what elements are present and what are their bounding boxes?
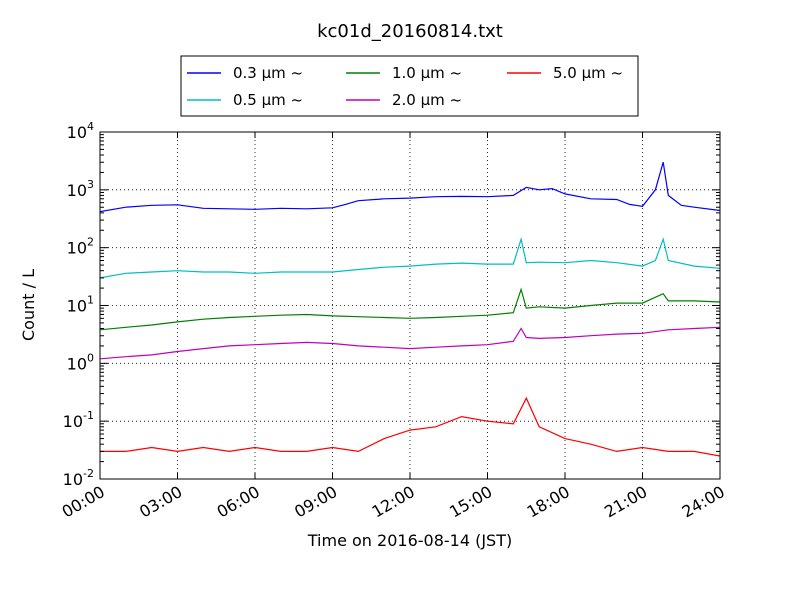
grid: [100, 132, 720, 479]
y-tick-label: 102: [67, 236, 94, 258]
legend: 0.3 μm ~ 0.5 μm ~ 1.0 μm ~ 2.0 μm ~ 5.0 μm ~: [180, 55, 639, 117]
legend-label-2: 1.0 μm ~: [392, 64, 462, 82]
y-tick-label: 10-2: [63, 467, 94, 489]
x-tick-label: 18:00: [524, 482, 573, 522]
x-tick-label: 06:00: [214, 482, 263, 522]
x-tick-label: 21:00: [601, 482, 650, 522]
ticks: 00:00 03:00 06:00 09:00 12:00 15:00 18:00 21:00…: [59, 120, 728, 522]
series-line-1: [100, 236, 720, 279]
y-tick-label: 103: [67, 178, 94, 200]
x-axis-label: Time on 2016-08-14 (JST): [307, 531, 512, 550]
x-tick-label: 24:00: [679, 482, 728, 522]
x-tick-label: 15:00: [446, 482, 495, 522]
series-layer: [100, 162, 720, 457]
x-tick-label: 03:00: [136, 482, 185, 522]
x-tick-label: 09:00: [291, 482, 340, 522]
series-line-4: [100, 396, 720, 457]
y-tick-label: 10-1: [63, 409, 94, 431]
y-axis-label: Count / L: [19, 269, 38, 341]
chart-title: kc01d_20160814.txt: [317, 21, 503, 42]
legend-label-1: 0.5 μm ~: [233, 91, 303, 109]
y-tick-label: 104: [67, 120, 94, 142]
legend-box: [180, 55, 639, 117]
legend-label-0: 0.3 μm ~: [233, 64, 303, 82]
series-line-2: [100, 287, 720, 331]
series-line-3: [100, 326, 720, 360]
x-tick-label: 12:00: [369, 482, 418, 522]
y-tick-label: 101: [67, 294, 94, 316]
legend-label-4: 5.0 μm ~: [553, 64, 623, 82]
y-tick-label: 100: [67, 351, 94, 373]
legend-label-3: 2.0 μm ~: [392, 91, 462, 109]
series-line-0: [100, 162, 720, 213]
